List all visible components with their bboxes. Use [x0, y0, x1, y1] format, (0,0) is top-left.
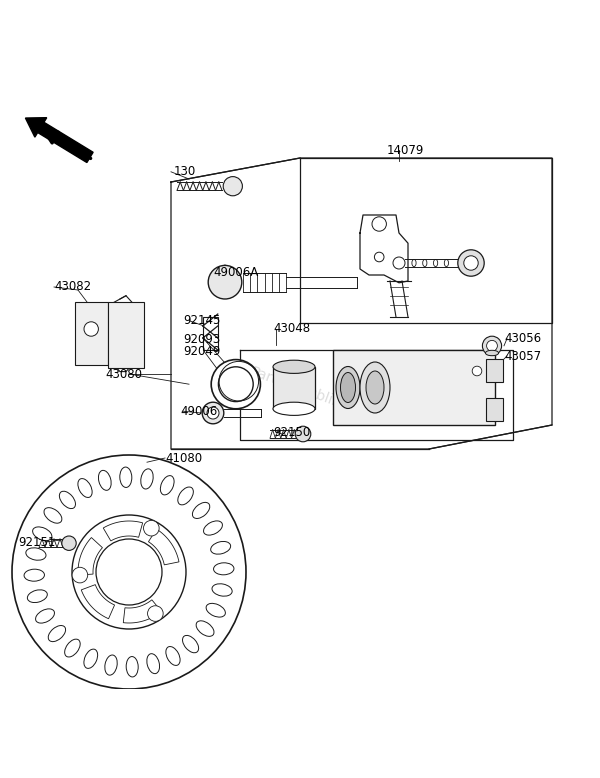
- Circle shape: [482, 336, 502, 356]
- Ellipse shape: [273, 402, 315, 415]
- Circle shape: [374, 252, 384, 262]
- Circle shape: [148, 606, 163, 622]
- Text: 49006A: 49006A: [213, 265, 258, 279]
- Text: 43080: 43080: [105, 367, 142, 380]
- Ellipse shape: [84, 649, 98, 668]
- Polygon shape: [78, 538, 103, 575]
- Ellipse shape: [182, 636, 199, 653]
- Circle shape: [464, 256, 478, 270]
- Polygon shape: [148, 529, 179, 565]
- Ellipse shape: [78, 478, 92, 497]
- Ellipse shape: [336, 366, 360, 408]
- Bar: [203, 317, 218, 350]
- Circle shape: [12, 455, 246, 689]
- Ellipse shape: [166, 647, 180, 665]
- Text: 49006: 49006: [180, 405, 217, 418]
- Bar: [486, 398, 503, 421]
- Circle shape: [295, 426, 311, 442]
- Ellipse shape: [212, 584, 232, 596]
- Circle shape: [96, 539, 162, 605]
- Circle shape: [208, 265, 242, 299]
- Ellipse shape: [206, 604, 226, 617]
- Bar: [333, 350, 495, 425]
- Circle shape: [207, 407, 219, 419]
- Ellipse shape: [211, 541, 230, 554]
- Bar: [273, 366, 315, 408]
- Text: 43057: 43057: [504, 349, 541, 363]
- Ellipse shape: [120, 467, 132, 488]
- FancyArrow shape: [25, 117, 93, 163]
- Ellipse shape: [218, 366, 253, 401]
- Ellipse shape: [366, 371, 384, 404]
- Ellipse shape: [32, 527, 52, 541]
- Text: 92049: 92049: [183, 345, 220, 358]
- Text: 43056: 43056: [504, 332, 541, 345]
- Ellipse shape: [105, 655, 117, 675]
- Polygon shape: [81, 584, 115, 619]
- Ellipse shape: [193, 503, 210, 518]
- Ellipse shape: [28, 590, 47, 602]
- Ellipse shape: [98, 471, 111, 490]
- Ellipse shape: [160, 475, 174, 495]
- Text: 41080: 41080: [165, 451, 202, 464]
- Ellipse shape: [360, 362, 390, 413]
- Circle shape: [223, 177, 242, 196]
- Text: 92151: 92151: [18, 535, 55, 548]
- Ellipse shape: [203, 521, 223, 535]
- Text: 92150: 92150: [273, 426, 310, 439]
- Text: 92093: 92093: [183, 333, 220, 345]
- Text: 43048: 43048: [273, 323, 310, 335]
- Ellipse shape: [48, 626, 65, 642]
- Bar: [486, 359, 503, 381]
- Circle shape: [487, 341, 497, 351]
- Ellipse shape: [26, 548, 46, 560]
- Ellipse shape: [44, 508, 62, 523]
- Ellipse shape: [65, 640, 80, 657]
- Circle shape: [72, 515, 186, 629]
- Circle shape: [393, 257, 405, 269]
- Ellipse shape: [126, 657, 138, 677]
- Circle shape: [202, 402, 224, 424]
- Text: PartsRepublikp: PartsRepublikp: [249, 365, 351, 413]
- Ellipse shape: [59, 491, 76, 509]
- Ellipse shape: [178, 487, 193, 505]
- Ellipse shape: [273, 360, 315, 373]
- Ellipse shape: [147, 654, 160, 674]
- Ellipse shape: [485, 350, 499, 356]
- Text: 92145: 92145: [183, 314, 220, 327]
- Ellipse shape: [341, 373, 356, 402]
- Ellipse shape: [196, 621, 214, 636]
- Circle shape: [84, 322, 98, 336]
- Circle shape: [62, 536, 76, 550]
- Text: 43082: 43082: [54, 281, 91, 293]
- Ellipse shape: [214, 562, 234, 575]
- Ellipse shape: [141, 469, 153, 489]
- Ellipse shape: [35, 609, 55, 623]
- Text: 14079: 14079: [387, 144, 424, 156]
- Circle shape: [72, 567, 88, 583]
- Circle shape: [372, 217, 386, 231]
- Circle shape: [472, 366, 482, 376]
- Bar: [108, 303, 144, 368]
- Circle shape: [143, 520, 159, 536]
- Polygon shape: [123, 600, 161, 623]
- Bar: [75, 303, 108, 365]
- Ellipse shape: [24, 569, 44, 581]
- Circle shape: [458, 250, 484, 276]
- Ellipse shape: [211, 359, 260, 408]
- Text: 130: 130: [174, 165, 196, 178]
- Polygon shape: [103, 521, 143, 541]
